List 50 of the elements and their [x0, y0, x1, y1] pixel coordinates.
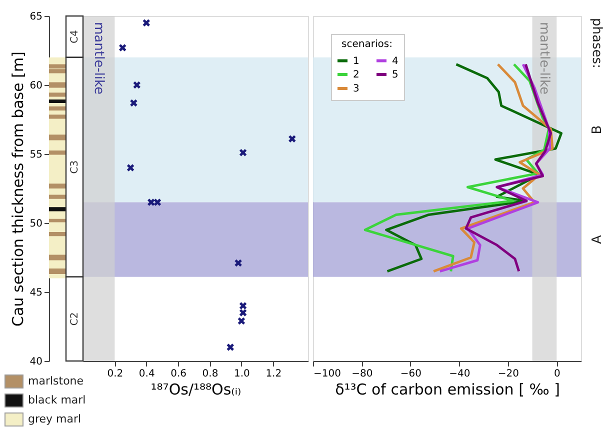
point: [118, 44, 127, 52]
text: C2: [70, 312, 80, 326]
point: [239, 302, 248, 310]
y-axis-title: Cau section thickness from base [m]: [8, 52, 27, 326]
x-tick-label: −40: [449, 368, 470, 380]
text: marlstone: [28, 374, 84, 388]
y-tick-label: 40: [30, 356, 42, 368]
point: [130, 98, 138, 107]
point: [142, 18, 150, 27]
y-tick-label: 60: [30, 80, 42, 92]
y-tick-label: 65: [30, 12, 42, 22]
legend-title: scenarios:: [342, 39, 392, 50]
legend-label: 4: [392, 56, 398, 67]
point: [234, 259, 242, 268]
x-tick-label: 0.6: [170, 368, 187, 380]
point: [239, 148, 248, 157]
text: grey marl: [28, 412, 82, 426]
x-tick-label: 0.8: [202, 368, 218, 380]
y-tick-label: 55: [30, 150, 42, 160]
point: [237, 316, 246, 325]
band-label: mantle-like: [536, 22, 552, 95]
text: C4: [70, 30, 80, 44]
x-axis-title: δ¹³C of carbon emission [ ‰ ]: [335, 380, 560, 398]
y-tick-label: 45: [30, 288, 42, 298]
x-axis-title: ¹⁸⁷Os/¹⁸⁸Os₍ᵢ₎: [150, 380, 242, 398]
point: [226, 343, 234, 352]
x-tick-label: 0: [554, 368, 560, 380]
band-label: B: [590, 125, 605, 134]
y-tick-label: 50: [30, 218, 42, 230]
x-tick-label: −20: [498, 368, 519, 380]
legend-label: 3: [353, 84, 360, 94]
x-tick-label: 0.2: [107, 368, 124, 380]
legend-label: 5: [392, 70, 398, 80]
x-tick-label: −60: [400, 368, 422, 380]
point: [288, 134, 296, 143]
x-tick-label: 1.0: [234, 368, 250, 380]
point: [126, 164, 135, 172]
point: [132, 81, 141, 89]
text: C3: [70, 160, 80, 174]
x-tick-label: −80: [352, 368, 373, 380]
x-tick-label: 0.4: [138, 368, 155, 380]
text: black marl: [28, 394, 86, 406]
band-label: A: [590, 235, 605, 244]
x-tick-label: −100: [314, 368, 341, 380]
text: phases:: [589, 18, 604, 68]
x-tick-label: 1.2: [266, 368, 282, 380]
legend-label: 2: [353, 70, 360, 80]
band-label: mantle-like: [90, 22, 106, 95]
point: [239, 308, 248, 317]
legend-label: 1: [353, 56, 360, 67]
